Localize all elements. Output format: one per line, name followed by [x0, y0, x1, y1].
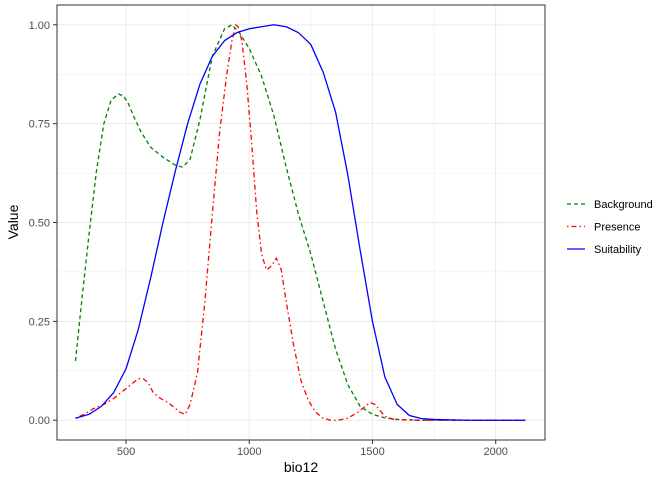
legend-item-background: Background [567, 199, 653, 211]
x-axis: 500 1000 1500 2000 [117, 440, 508, 458]
y-axis-title: Value [5, 204, 21, 239]
x-axis-title: bio12 [284, 459, 318, 475]
legend-item-suitability: Suitability [567, 244, 642, 256]
x-tick-label: 1000 [237, 446, 261, 458]
x-tick-label: 1500 [360, 446, 384, 458]
y-tick-label: 0.00 [29, 415, 50, 427]
series-line-presence [75, 24, 526, 421]
legend-item-presence: Presence [567, 222, 640, 234]
x-tick-label: 2000 [483, 446, 507, 458]
legend-label: Presence [594, 222, 640, 234]
y-axis: 0.00 0.25 0.50 0.75 1.00 [29, 20, 57, 427]
grid [57, 5, 545, 440]
legend-label: Background [594, 199, 653, 211]
x-tick-label: 500 [117, 446, 135, 458]
series-line-suitability [75, 24, 526, 421]
y-tick-label: 0.75 [29, 119, 50, 131]
legend: Background Presence Suitability [567, 199, 653, 256]
y-tick-label: 0.50 [29, 218, 50, 230]
legend-label: Suitability [594, 244, 642, 256]
series-layer [74, 24, 526, 421]
y-tick-label: 0.25 [29, 316, 50, 328]
y-tick-label: 1.00 [29, 20, 50, 32]
